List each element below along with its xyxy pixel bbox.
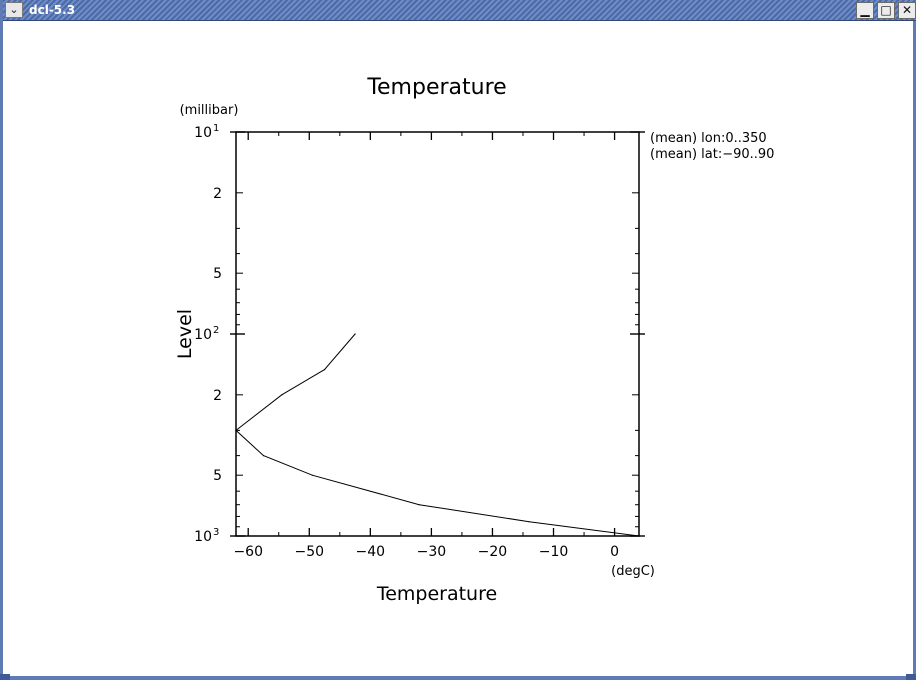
data-series xyxy=(235,333,640,537)
maximize-button[interactable]: □ xyxy=(877,2,895,19)
axis-ticks xyxy=(230,131,645,537)
annotation-longitude: (mean) lon:0..350 xyxy=(650,131,767,146)
temperature-profile-point xyxy=(281,394,283,396)
x-axis-label: Temperature xyxy=(376,583,497,605)
chevron-down-icon[interactable]: ⌄ xyxy=(5,2,23,18)
y-major-tick-exponent: 2 xyxy=(213,325,219,336)
resize-grip-right[interactable] xyxy=(906,674,916,680)
x-tick-label: −40 xyxy=(356,544,386,560)
y-major-tick-exponent: 3 xyxy=(213,527,219,538)
plot-frame xyxy=(235,131,640,537)
title-bar[interactable]: ⌄ dcl-5.3 ▁ □ ✕ xyxy=(3,0,916,21)
close-button[interactable]: ✕ xyxy=(898,2,916,19)
y-major-tick-label: 10 xyxy=(194,327,212,343)
x-tick-label: −10 xyxy=(539,544,569,560)
x-unit-label: (degC) xyxy=(611,564,655,579)
temperature-profile-point xyxy=(354,333,356,335)
x-tick-label: −60 xyxy=(233,544,263,560)
y-minor-tick-label: 5 xyxy=(213,266,222,282)
y-major-tick-label: 10 xyxy=(194,125,212,141)
temperature-profile-point xyxy=(638,535,640,537)
temperature-profile-line xyxy=(235,333,640,537)
x-tick-label: −50 xyxy=(294,544,324,560)
annotation-latitude: (mean) lat:−90..90 xyxy=(650,147,774,162)
x-tick-label: 0 xyxy=(610,544,619,560)
temperature-chart: Temperature (millibar) Level Temperature… xyxy=(174,75,774,605)
y-minor-tick-label: 2 xyxy=(213,388,222,404)
window-title: dcl-5.3 xyxy=(29,3,76,17)
y-axis-label: Level xyxy=(174,309,196,359)
minimize-button[interactable]: ▁ xyxy=(856,2,874,19)
y-major-tick-exponent: 1 xyxy=(213,123,219,134)
y-unit-label: (millibar) xyxy=(180,103,239,118)
temperature-profile-point xyxy=(528,521,530,523)
temperature-profile-point xyxy=(235,429,237,431)
y-minor-tick-label: 5 xyxy=(213,468,222,484)
y-major-tick-label: 10 xyxy=(194,529,212,545)
temperature-profile-point xyxy=(311,474,313,476)
temperature-profile-point xyxy=(262,455,265,457)
y-minor-tick-label: 2 xyxy=(213,186,222,202)
temperature-profile-point xyxy=(323,369,326,371)
chart-title: Temperature xyxy=(366,75,506,100)
resize-grip-left[interactable] xyxy=(0,674,10,680)
temperature-profile-point xyxy=(418,504,420,506)
x-tick-label: −30 xyxy=(417,544,447,560)
x-tick-label: −20 xyxy=(478,544,508,560)
